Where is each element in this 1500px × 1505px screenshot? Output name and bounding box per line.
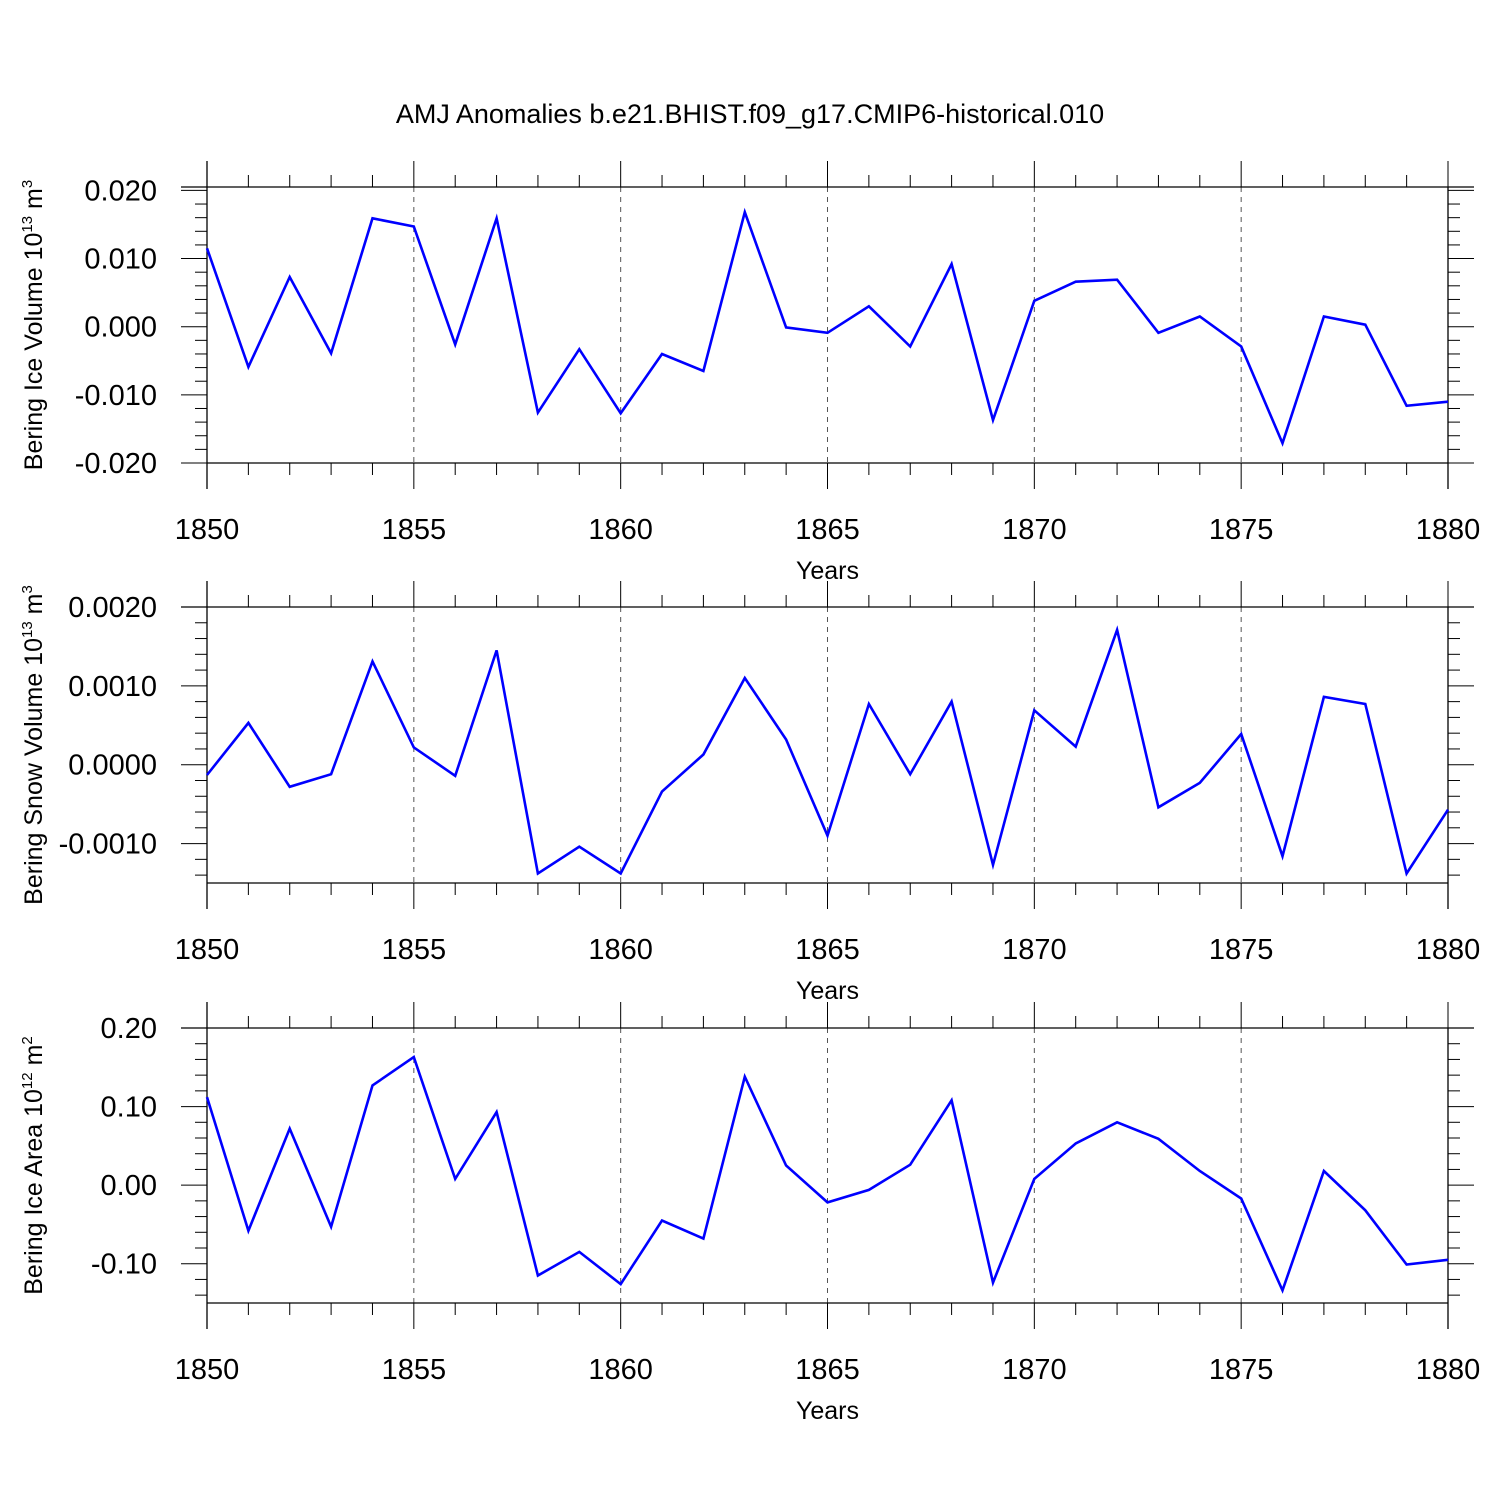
chart-panel-3: 0.20 0.10 0.00 -0.10 1850 1855 1860 1865 1870 187… [19, 1002, 1480, 1425]
y-tick-label: 0.020 [84, 175, 157, 207]
x-tick-label: 1865 [795, 1354, 860, 1386]
y-axis-label-unit-exponent: 2 [19, 1036, 36, 1044]
y-tick-label: -0.020 [75, 448, 157, 480]
x-tick-label: 1880 [1416, 514, 1481, 546]
y-axis-label-unit-exponent: 3 [19, 585, 36, 593]
y-tick-label: 0.0000 [68, 750, 157, 782]
y-tick-label: 0.0010 [68, 671, 157, 703]
y-tick-label: -0.010 [75, 380, 157, 412]
x-tick-label: 1880 [1416, 1354, 1481, 1386]
y-tick-label: 0.0020 [68, 592, 157, 624]
x-tick-label: 1860 [588, 934, 653, 966]
y-tick-label: 0.000 [84, 312, 157, 344]
y-axis-label: Bering Ice Area 1012 m2 [19, 1036, 48, 1295]
y-tick-label: 0.00 [101, 1170, 157, 1202]
y-axis-label-unit-exponent: 3 [19, 180, 36, 188]
x-tick-label: 1860 [588, 514, 653, 546]
chart-panel-1: 0.020 0.010 0.000 -0.010 -0.020 1850 1855 1860 1… [19, 161, 1480, 585]
x-axis-label: Years [796, 557, 859, 585]
y-axis-label-unit: m [20, 594, 48, 622]
y-axis-label: Bering Snow Volume 1013 m3 [19, 585, 48, 905]
x-tick-label: 1850 [175, 1354, 240, 1386]
y-axis-label-exponent: 13 [19, 621, 36, 638]
y-axis-label-unit: m [20, 1045, 48, 1073]
x-axis-label: Years [796, 1397, 859, 1425]
figure-title: AMJ Anomalies b.e21.BHIST.f09_g17.CMIP6-… [396, 99, 1104, 129]
x-tick-label: 1855 [382, 514, 447, 546]
x-tick-label: 1865 [795, 514, 860, 546]
x-tick-label: 1850 [175, 934, 240, 966]
y-tick-label: -0.0010 [59, 829, 157, 861]
x-tick-label: 1860 [588, 1354, 653, 1386]
y-tick-label: 0.20 [101, 1013, 157, 1045]
y-axis-label-text: Bering Snow Volume 10 [20, 638, 48, 905]
y-tick-label: 0.010 [84, 244, 157, 276]
x-tick-label: 1880 [1416, 934, 1481, 966]
x-tick-label: 1875 [1209, 934, 1274, 966]
y-axis-label-text: Bering Ice Area 10 [20, 1089, 48, 1295]
chart-panel-2: 0.0020 0.0010 0.0000 -0.0010 1850 1855 1860 186… [19, 581, 1480, 1005]
y-axis-label-exponent: 13 [19, 216, 36, 233]
y-axis-label: Bering Ice Volume 1013 m3 [19, 180, 48, 470]
x-tick-label: 1855 [382, 1354, 447, 1386]
y-axis-label-text: Bering Ice Volume 10 [20, 233, 48, 471]
x-tick-label: 1865 [795, 934, 860, 966]
x-tick-label: 1875 [1209, 514, 1274, 546]
y-tick-label: 0.10 [101, 1092, 157, 1124]
x-tick-label: 1870 [1002, 514, 1067, 546]
x-tick-label: 1870 [1002, 934, 1067, 966]
x-tick-label: 1875 [1209, 1354, 1274, 1386]
x-tick-label: 1855 [382, 934, 447, 966]
x-tick-label: 1850 [175, 514, 240, 546]
y-tick-label: -0.10 [91, 1249, 157, 1281]
y-axis-label-exponent: 12 [19, 1072, 36, 1089]
x-tick-label: 1870 [1002, 1354, 1067, 1386]
y-axis-label-unit: m [20, 188, 48, 216]
x-axis-label: Years [796, 977, 859, 1005]
